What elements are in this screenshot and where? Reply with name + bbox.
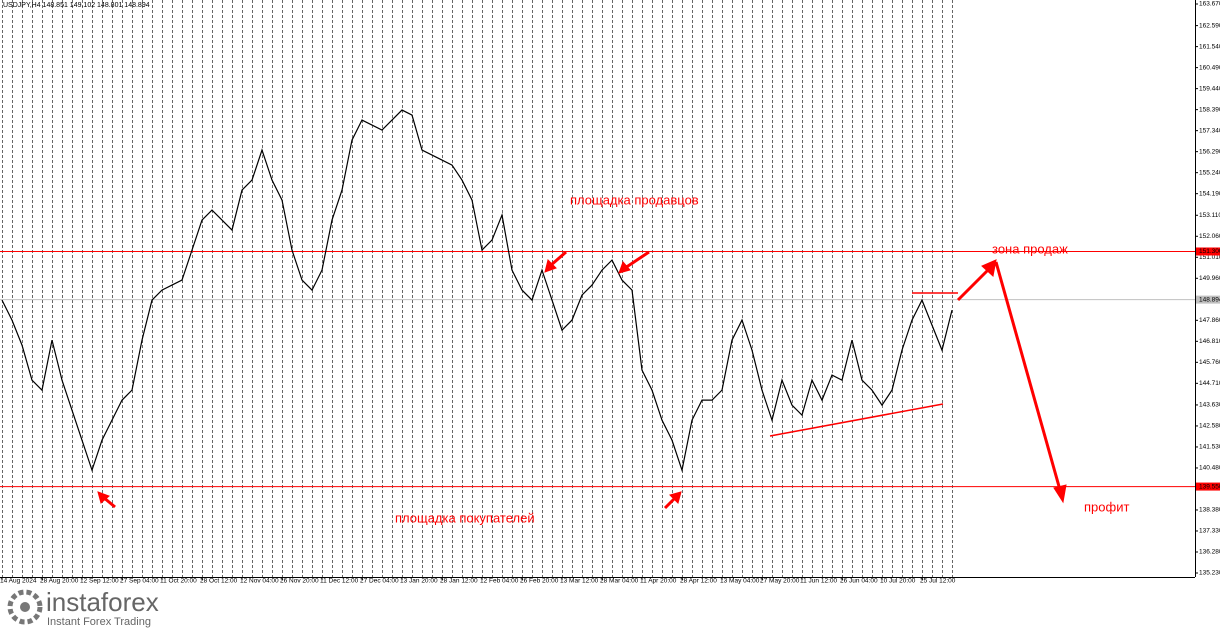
x-tick-label: 27 Dec 04:00 [360,578,399,585]
annotation-text: профит [1084,499,1129,514]
y-tick-label: 157.340 [1199,127,1220,134]
x-tick-label: 11 Jun 12:00 [800,578,837,585]
y-tick-label: 151.010 [1199,254,1220,261]
x-tick-label: 28 Aug 20:00 [40,578,79,585]
x-tick-label: 11 Apr 20:00 [640,578,677,585]
level-label-bg [1196,247,1220,256]
y-tick-label: 158.390 [1199,106,1220,113]
level-label-bg [1196,482,1220,491]
level-label-bg [1196,295,1220,304]
arrow [549,250,567,268]
y-tick-label: 146.810 [1199,338,1220,345]
x-tick-label: 26 Feb 20:00 [520,578,559,585]
x-tick-label: 13 May 04:00 [720,578,760,585]
arrowhead [669,491,682,504]
level-label: 151.300 [1199,248,1220,255]
x-tick-label: 26 Nov 20:00 [280,578,319,585]
annotations [97,250,1067,510]
y-tick-label: 153.110 [1199,212,1220,219]
y-tick-label: 145.760 [1199,359,1220,366]
x-tick-label: 25 Jul 12:00 [920,578,956,585]
y-tick-label: 138.380 [1199,507,1220,514]
y-tick-label: 163.670 [1199,1,1220,8]
y-tick-label: 137.330 [1199,528,1220,535]
annotation-text: площадка продавцов [570,192,699,207]
x-tick-label: 12 Sep 12:00 [80,578,119,585]
arrow [624,250,650,270]
arrow [956,266,992,302]
arrowhead [618,261,631,274]
y-tick-label: 144.710 [1199,380,1220,387]
y-tick-label: 140.480 [1199,465,1220,472]
annotation-text: зона продаж [992,241,1068,256]
chart-title: USDJPY,H4 148.851 149.102 148.801 148.89… [3,2,150,9]
y-tick-label: 162.590 [1199,22,1220,29]
y-tick-label: 159.440 [1199,85,1220,92]
level-label: 148.894 [1199,296,1220,303]
annotation-text: площадка покупателей [395,510,535,525]
y-tick-label: 155.240 [1199,169,1220,176]
y-tick-label: 160.490 [1199,64,1220,71]
y-tick-label: 136.280 [1199,549,1220,556]
y-tick-label: 143.630 [1199,402,1220,409]
x-tick-label: 27 Sep 04:00 [120,578,159,585]
y-tick-label: 161.540 [1199,43,1220,50]
arrowhead [97,491,110,504]
arrowhead [981,259,997,277]
y-tick-label: 154.190 [1199,190,1220,197]
y-tick-label: 149.960 [1199,275,1220,282]
x-tick-label: 11 Dec 12:00 [320,578,359,585]
x-tick-label: 11 Oct 20:00 [160,578,197,585]
x-tick-label: 13 Jan 20:00 [400,578,438,585]
x-tick-label: 14 Aug 2024 [0,578,37,585]
x-tick-label: 28 Mar 04:00 [600,578,639,585]
x-tick-label: 12 Nov 04:00 [240,578,279,585]
period-separators [2,0,953,577]
x-tick-label: 12 Feb 04:00 [480,578,519,585]
trend-line [769,403,944,437]
x-tick-label: 28 Apr 12:00 [680,578,717,585]
brand: instaforex [46,587,159,617]
x-tick-label: 10 Jul 20:00 [880,578,916,585]
logo-icon [7,589,43,625]
x-tick-label: 27 May 20:00 [760,578,800,585]
x-tick-label: 13 Mar 12:00 [560,578,599,585]
y-tick-label: 141.530 [1199,444,1220,451]
y-tick-label: 142.580 [1199,423,1220,430]
x-tick-label: 28 Oct 12:00 [200,578,238,585]
level-label: 139.550 [1199,483,1220,490]
y-tick-label: 156.290 [1199,148,1220,155]
arrow [994,261,1062,491]
tagline: Instant Forex Trading [47,616,151,628]
price-line [1,109,953,473]
x-tick-label: 28 Jan 12:00 [440,578,478,585]
y-tick-label: 135.230 [1199,570,1220,577]
arrowhead [544,259,557,273]
y-tick-label: 147.860 [1199,317,1220,324]
arrowhead [1053,484,1067,504]
x-tick-label: 26 Jun 04:00 [840,578,878,585]
y-tick-label: 152.060 [1199,233,1220,240]
